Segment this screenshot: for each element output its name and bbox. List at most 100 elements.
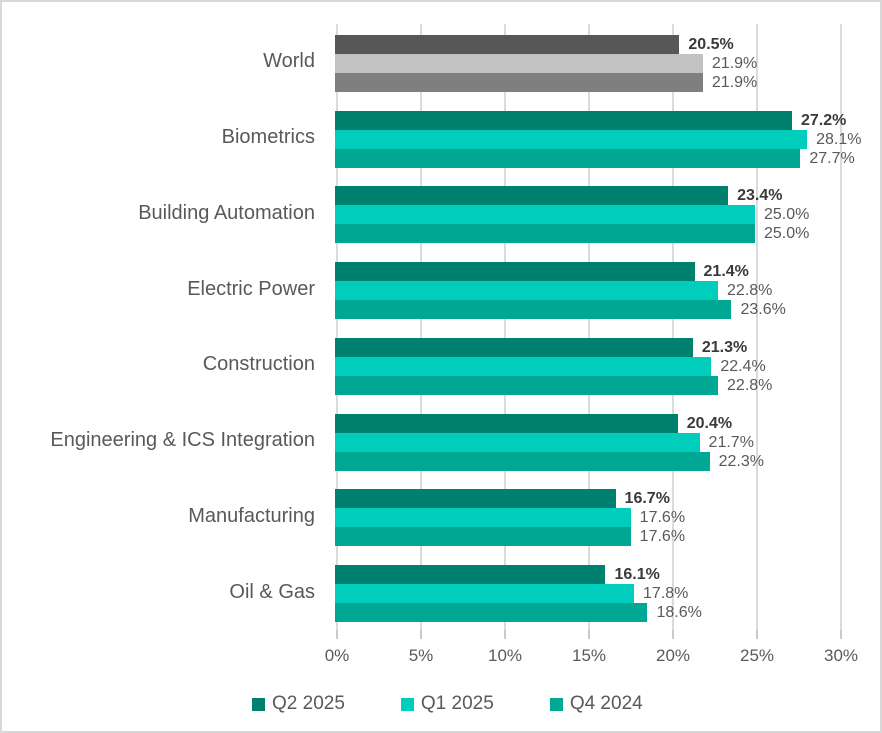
value-label: 25.0% <box>764 225 810 243</box>
bar-q4-2024 <box>335 527 631 547</box>
value-label: 20.5% <box>688 35 734 53</box>
bar-q2-2025 <box>335 34 680 54</box>
value-label: 16.1% <box>614 566 660 584</box>
category-group: Construction 21.3% 22.4% 22.8% <box>2 327 880 403</box>
x-axis-tick-label: 20% <box>655 646 691 665</box>
category-label: Oil & Gas <box>229 580 315 603</box>
bar-line: 21.7% <box>335 432 764 452</box>
bar-group: 23.4% 25.0% 25.0% <box>335 176 809 252</box>
gridline <box>336 24 338 630</box>
bar-q4-2024 <box>335 72 703 92</box>
category-label: Construction <box>202 353 315 376</box>
bar-q1-2025 <box>335 432 700 452</box>
value-label: 20.4% <box>686 414 733 432</box>
legend-swatch <box>549 697 563 711</box>
bar-line: 21.9% <box>335 72 758 92</box>
bar-line: 21.9% <box>335 53 758 73</box>
bar-q2-2025 <box>335 565 606 585</box>
legend-item-q1-2025: Q1 2025 <box>400 693 494 715</box>
value-label: 21.9% <box>711 54 758 72</box>
bar-line: 25.0% <box>335 224 810 244</box>
bar-q1-2025 <box>335 205 755 225</box>
value-label: 25.0% <box>764 206 810 224</box>
value-label: 27.2% <box>800 111 847 129</box>
legend: Q2 2025 Q1 2025 Q4 2024 <box>252 693 643 715</box>
axis-tickmark <box>504 630 506 639</box>
bar-q2-2025 <box>335 262 695 282</box>
bar-line: 16.1% <box>335 565 702 585</box>
bar-line: 22.8% <box>335 375 773 395</box>
bar-q4-2024 <box>335 451 710 471</box>
category-label: Electric Power <box>187 277 315 300</box>
axis-tickmark <box>420 630 422 639</box>
bar-line: 27.2% <box>335 110 861 130</box>
category-label: Engineering & ICS Integration <box>50 429 315 452</box>
axis-tickmark <box>588 630 590 639</box>
bar-group: 16.7% 17.6% 17.6% <box>335 479 685 555</box>
bar-line: 22.4% <box>335 356 772 376</box>
gridline <box>588 24 590 630</box>
bar-group: 21.3% 22.4% 22.8% <box>335 327 772 403</box>
bar-q4-2024 <box>335 224 755 244</box>
bar-group: 16.1% 17.8% 18.6% <box>335 554 702 630</box>
legend-item-label: Q2 2025 <box>272 693 345 714</box>
legend-item-q4-2024: Q4 2024 <box>549 693 643 715</box>
value-label: 23.4% <box>737 187 783 205</box>
x-axis-tick-label: 30% <box>823 646 859 665</box>
bar-q2-2025 <box>335 337 693 357</box>
gridline <box>672 24 674 630</box>
bar-line: 18.6% <box>335 603 702 623</box>
value-label: 21.7% <box>708 433 754 451</box>
value-label: 21.4% <box>703 263 749 281</box>
category-group: Building Automation 23.4% 25.0% 25.0% <box>2 176 880 252</box>
category-group: Electric Power 21.4% 22.8% 23.6% <box>2 251 880 327</box>
value-label: 17.8% <box>643 585 689 603</box>
category-group: Oil & Gas 16.1% 17.8% 18.6% <box>2 554 880 630</box>
bar-line: 17.6% <box>335 527 686 547</box>
value-label: 27.7% <box>809 149 855 167</box>
value-label: 16.7% <box>624 490 670 508</box>
category-group: Engineering & ICS Integration 20.4% 21.7% 2… <box>2 403 880 479</box>
bar-line: 22.3% <box>335 451 764 471</box>
bar-line: 16.7% <box>335 489 685 509</box>
value-label: 18.6% <box>656 604 702 622</box>
category-group: World 20.5% 21.9% 21.9% <box>2 24 880 100</box>
legend-swatch <box>252 697 265 711</box>
bar-line: 28.1% <box>335 129 861 149</box>
bar-q1-2025 <box>335 584 635 604</box>
value-label: 21.3% <box>701 338 748 356</box>
bar-line: 25.0% <box>335 205 810 225</box>
value-label: 22.4% <box>720 357 766 375</box>
bar-q4-2024 <box>335 603 648 623</box>
bar-group: 27.2% 28.1% 27.7% <box>335 100 861 176</box>
bar-line: 21.3% <box>335 337 772 357</box>
bar-q4-2024 <box>335 375 719 395</box>
value-label: 22.8% <box>727 376 773 394</box>
bar-line: 20.4% <box>335 413 764 433</box>
bar-q2-2025 <box>335 489 616 509</box>
bar-q1-2025 <box>335 129 808 149</box>
bar-q4-2024 <box>335 300 732 320</box>
bar-q1-2025 <box>335 281 719 301</box>
category-label: Manufacturing <box>188 504 315 527</box>
x-axis-tick-label: 15% <box>571 646 607 665</box>
category-label: Building Automation <box>138 201 315 224</box>
axis-tickmark <box>336 630 338 639</box>
x-axis-tick-label: 0% <box>324 646 350 665</box>
bar-line: 21.4% <box>335 262 786 282</box>
bar-line: 23.4% <box>335 186 809 206</box>
gridline <box>504 24 506 630</box>
value-label: 17.6% <box>639 528 686 546</box>
value-label: 21.9% <box>711 73 758 91</box>
bar-line: 20.5% <box>335 34 757 54</box>
gridline <box>420 24 422 630</box>
x-axis-tick-label: 5% <box>408 646 434 665</box>
bar-group: 20.4% 21.7% 22.3% <box>335 403 764 479</box>
value-label: 22.3% <box>718 452 764 470</box>
legend-item-label: Q4 2024 <box>569 693 643 714</box>
axis-tickmark <box>672 630 674 639</box>
bar-q2-2025 <box>335 413 678 433</box>
axis-tickmark <box>840 630 842 639</box>
x-axis-tick-label: 25% <box>739 646 775 665</box>
